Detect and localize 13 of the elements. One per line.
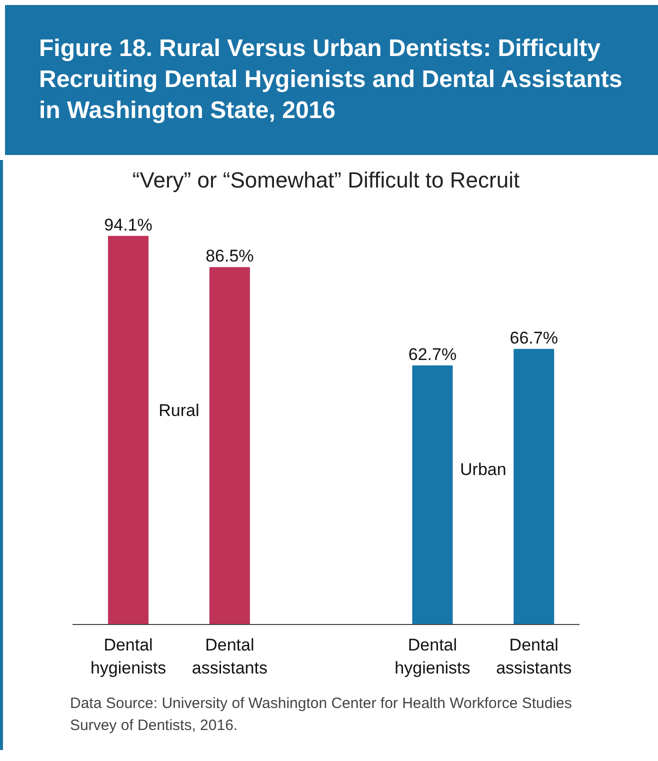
data-label: 62.7%	[408, 344, 457, 364]
data-label: 66.7%	[510, 328, 558, 348]
x-tick-label: Dental hygienists	[90, 636, 166, 678]
series-label: Urban	[460, 460, 506, 479]
data-label: 94.1%	[104, 215, 152, 234]
x-tick-label: Dental assistants	[192, 636, 268, 678]
chart-subtitle: “Very” or “Somewhat” Difficult to Recruit	[132, 168, 520, 192]
source-note: Data Source: University of Washington Center for Health Workforce Studies Survey of Dentists, 2016.	[70, 694, 573, 736]
series-label: Rural	[158, 400, 200, 420]
x-tick-label: Dental hygienists	[394, 636, 470, 678]
chart-title: Figure 18. Rural Versus Urban Dentists: Difficulty Recruiting Dental Hygienists and Dental Assistants in Washington State, 2016	[39, 34, 624, 126]
data-label: 86.5%	[206, 246, 254, 266]
x-tick-label: Dental assistants	[496, 636, 572, 678]
